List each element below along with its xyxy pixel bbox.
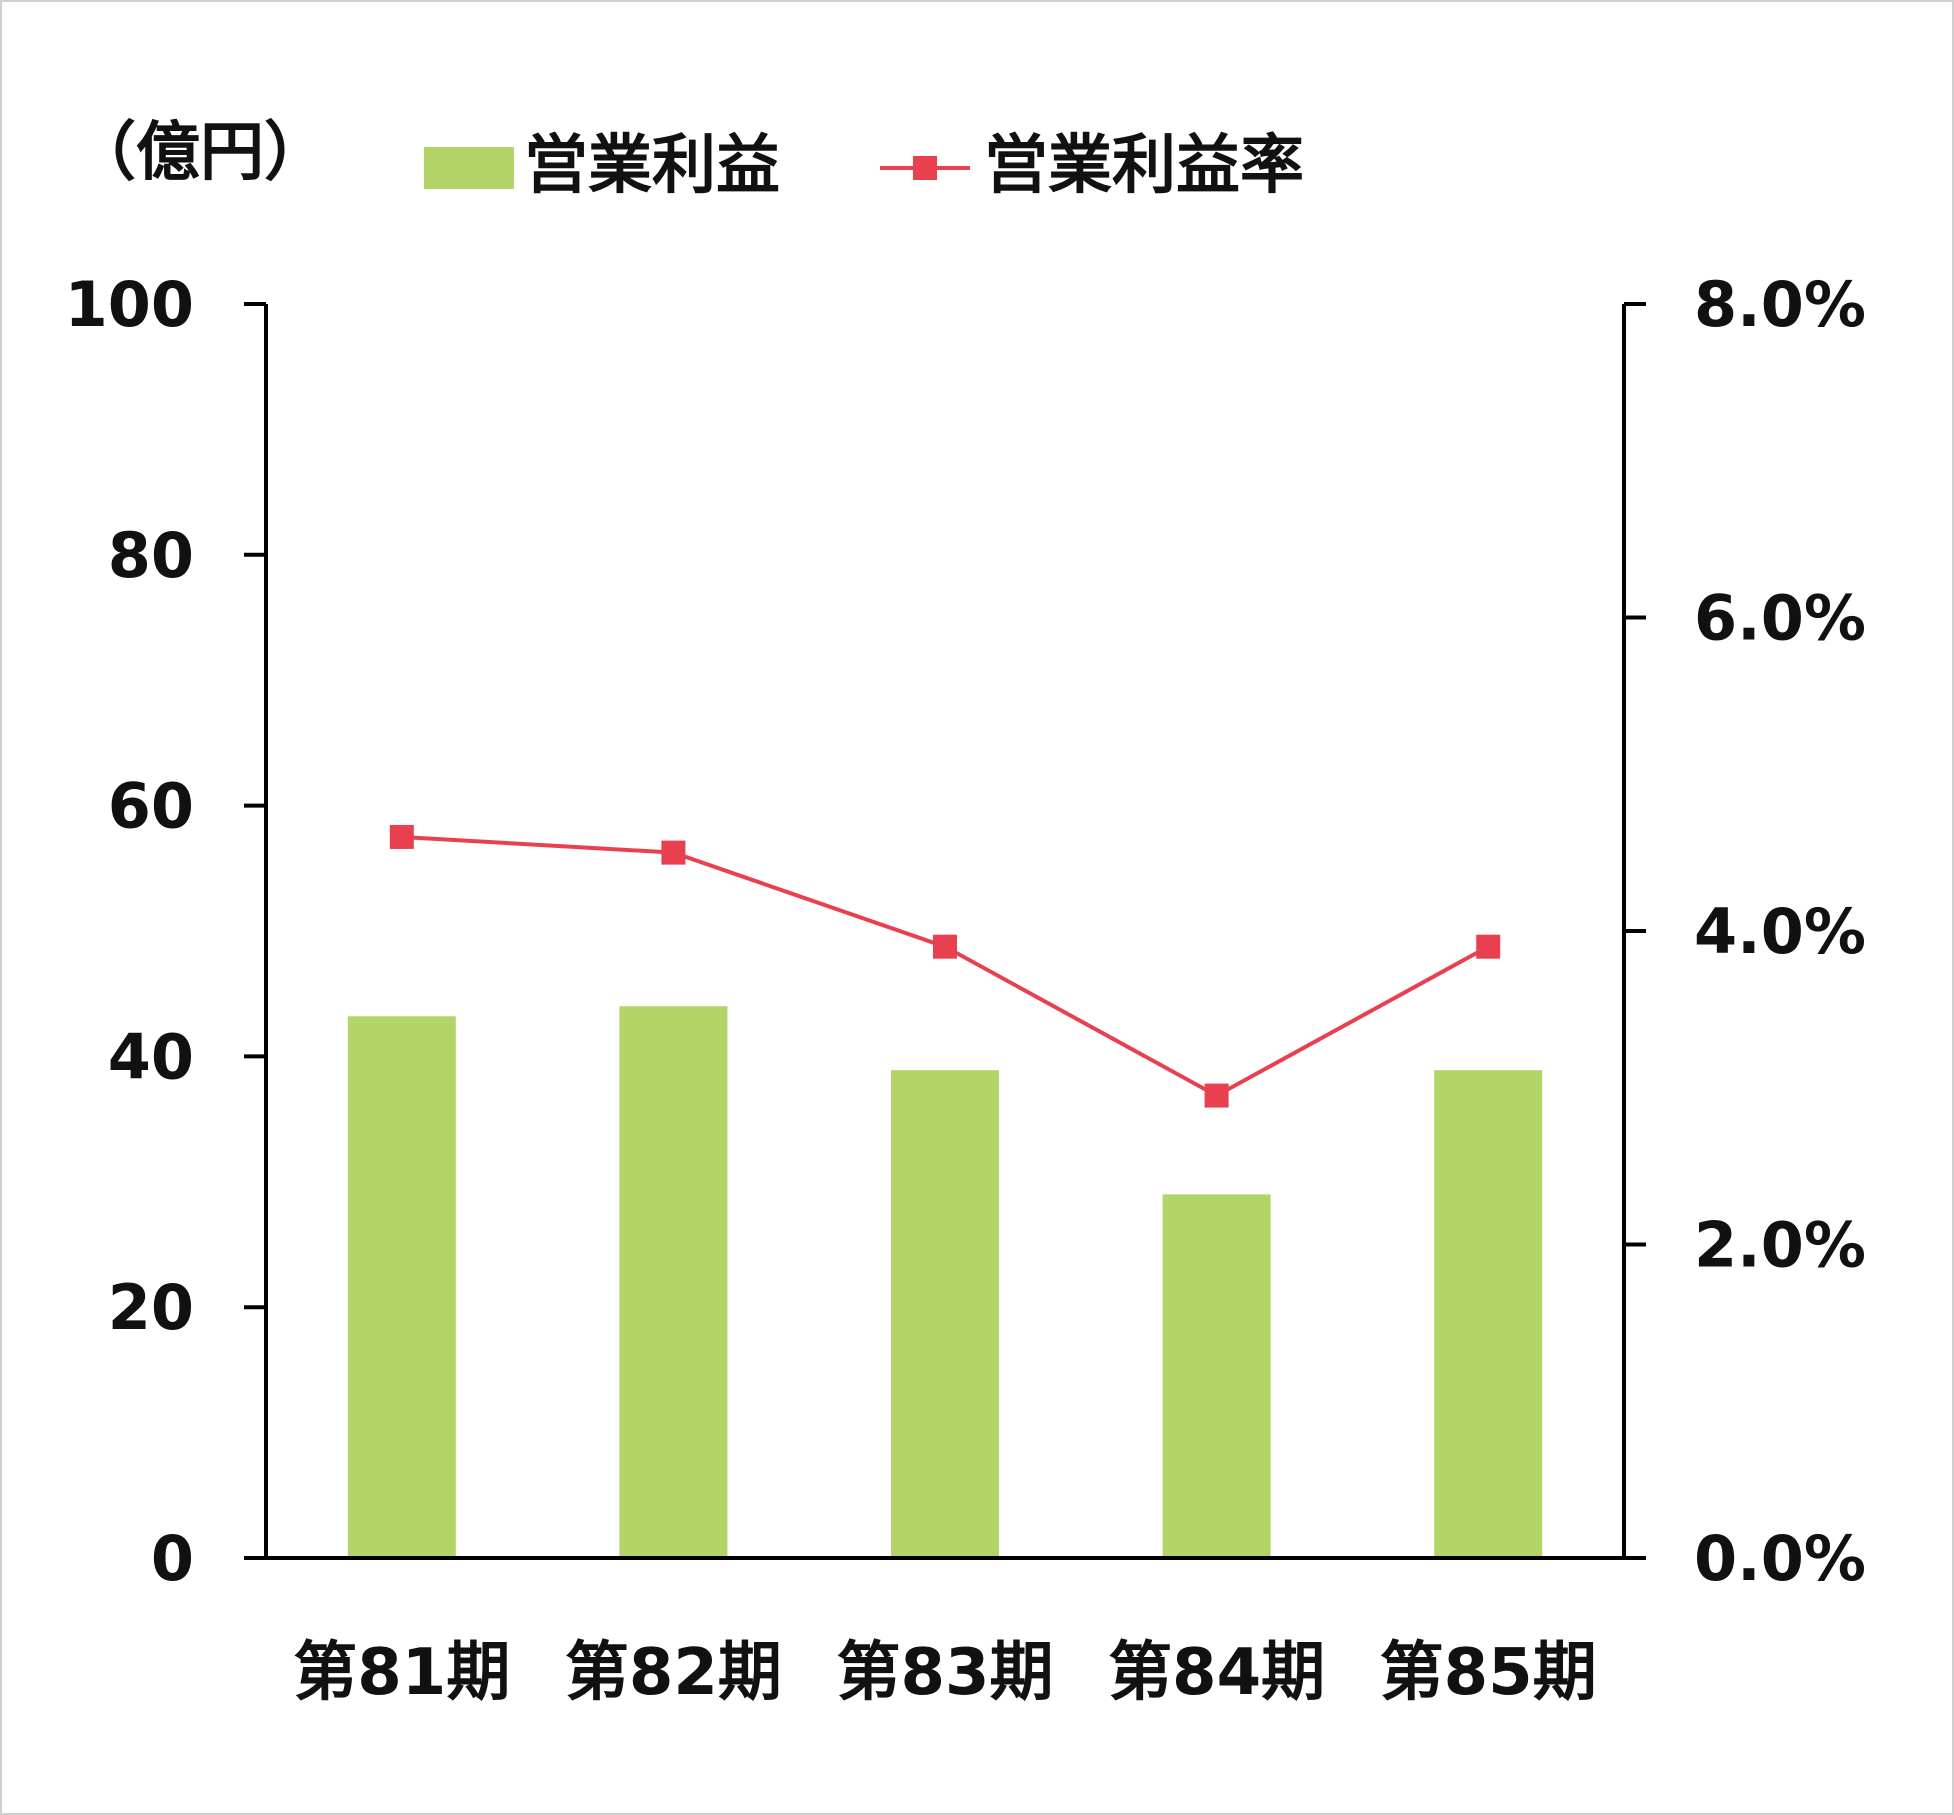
y-left-tick-label: 60 — [108, 770, 194, 843]
bar-4 — [1162, 1194, 1271, 1558]
line-marker-4 — [1204, 1083, 1229, 1108]
y-left-tick-label: 100 — [65, 268, 194, 341]
bar-1 — [347, 1016, 456, 1558]
y-right-tick-label: 8.0% — [1694, 268, 1866, 341]
y-right-tick-label: 2.0% — [1694, 1209, 1866, 1282]
x-category-label: 第84期 — [1108, 1636, 1325, 1710]
line-marker-5 — [1476, 934, 1501, 959]
legend: 営業利益 営業利益率 — [424, 129, 1304, 203]
line-marker-3 — [933, 934, 957, 959]
line-series-path — [401, 834, 1490, 1098]
line-marker-1 — [389, 824, 414, 849]
y-left-tick-label: 0 — [151, 1522, 194, 1595]
y-axis-unit-label: （億円） — [72, 116, 328, 190]
legend-label-bar: 営業利益 — [524, 129, 780, 203]
y-right-tick-label: 0.0% — [1694, 1522, 1866, 1595]
y-right-tick-label: 6.0% — [1694, 582, 1866, 655]
bar-3 — [891, 1070, 999, 1558]
y-left-tick-label: 80 — [108, 519, 194, 592]
line-series-group — [389, 824, 1501, 1108]
legend-swatch-marker — [913, 156, 937, 180]
y-left-tick-label: 20 — [108, 1271, 194, 1344]
bar-5 — [1434, 1070, 1543, 1558]
line-marker-2 — [661, 840, 686, 865]
axes-group: 0 20 40 60 80 100 0.0% 2.0% 4.0% 6.0% 8.0% 第81期 第82期… — [65, 268, 1866, 1710]
bar-2 — [619, 1006, 728, 1558]
x-category-label: 第81期 — [293, 1636, 510, 1710]
x-category-label: 第83期 — [836, 1636, 1053, 1710]
x-category-label: 第82期 — [565, 1636, 782, 1710]
bars-group — [347, 1006, 1543, 1558]
legend-label-line: 営業利益率 — [984, 129, 1304, 203]
y-left-tick-label: 40 — [108, 1020, 194, 1093]
x-category-label: 第85期 — [1380, 1636, 1597, 1710]
y-right-tick-label: 4.0% — [1694, 895, 1866, 968]
legend-swatch-bar — [424, 147, 514, 189]
